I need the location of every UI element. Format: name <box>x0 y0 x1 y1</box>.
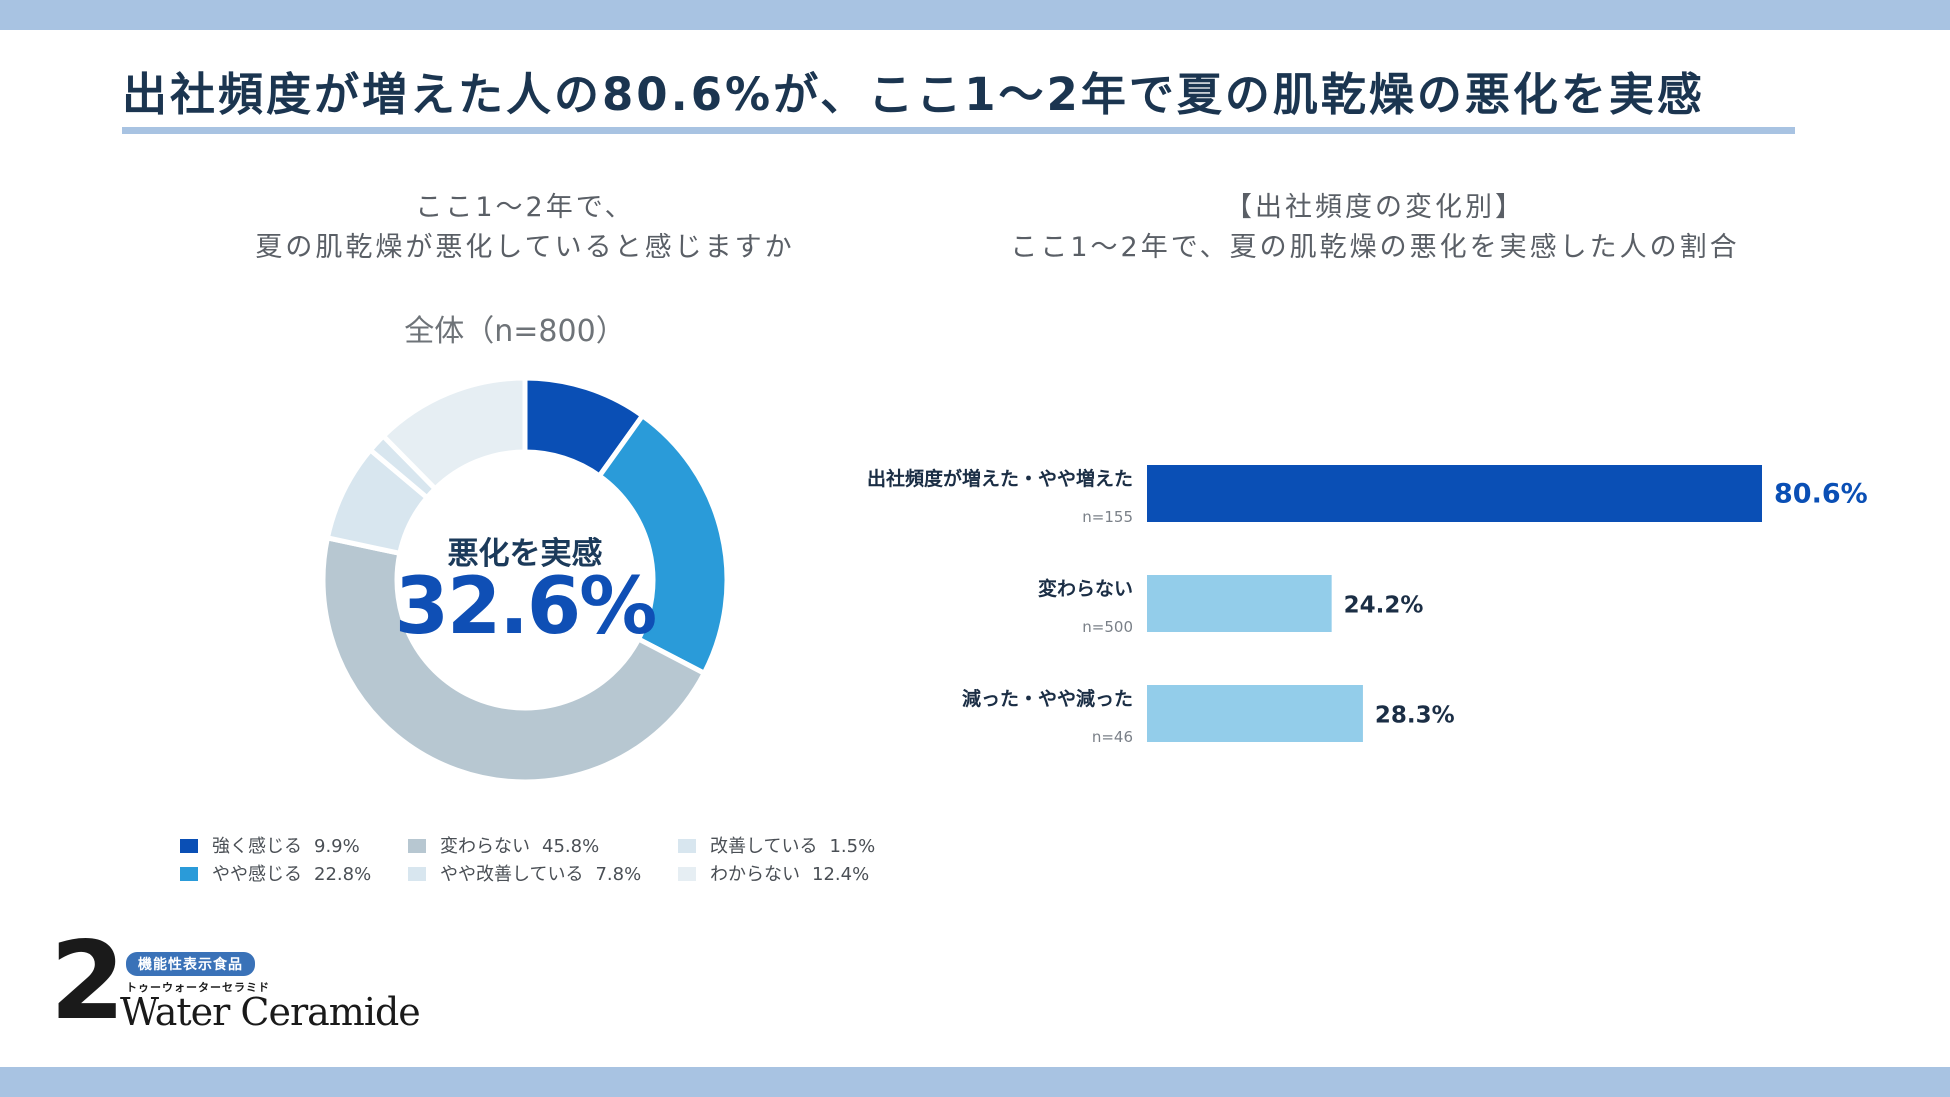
logo-name: Water Ceramide <box>120 990 421 1034</box>
bar-category-label: 減った・やや減った <box>962 687 1133 710</box>
legend-swatch <box>180 866 198 881</box>
donut-slice-3 <box>320 534 708 785</box>
logo-numeral: 2 <box>50 919 126 1044</box>
bar-subtitle-line2: ここ1〜2年で、夏の肌乾燥の悪化を実感した人の割合 <box>1010 232 1740 263</box>
legend-item: やや改善している 7.8% <box>408 860 641 886</box>
legend-item: やや感じる 22.8% <box>180 860 371 886</box>
legend-swatch <box>678 838 696 853</box>
bar-value-label: 28.3% <box>1375 703 1455 729</box>
legend-value: 22.8% <box>314 864 372 885</box>
bottom-band <box>0 1067 1950 1097</box>
legend-label: やや感じる <box>212 864 302 885</box>
bar-subtitle: 【出社頻度の変化別】 ここ1〜2年で、夏の肌乾燥の悪化を実感した人の割合 <box>940 188 1810 268</box>
bar-3 <box>1147 685 1363 742</box>
donut-subtitle-line2: 夏の肌乾燥が悪化していると感じますか <box>255 232 795 263</box>
donut-subtitle-line1: ここ1〜2年で、 <box>415 192 635 223</box>
legend-label: 強く感じる <box>212 836 302 857</box>
legend-swatch <box>678 866 696 881</box>
legend-value: 45.8% <box>542 836 600 857</box>
brand-logo: 2 機能性表示食品 トゥーウォーターセラミド Water Ceramide <box>50 928 450 1040</box>
legend-value: 1.5% <box>829 836 876 857</box>
legend-label: 改善している <box>710 836 818 857</box>
bar-value-label: 80.6% <box>1774 479 1868 510</box>
bar-2 <box>1147 575 1332 632</box>
donut-subtitle: ここ1〜2年で、 夏の肌乾燥が悪化していると感じますか <box>150 188 900 268</box>
overall-sample-label: 全体（n=800） <box>404 314 626 349</box>
legend-label: やや改善している <box>440 864 584 885</box>
legend-value: 9.9% <box>314 836 360 857</box>
legend-value: 7.8% <box>595 864 642 885</box>
legend-value: 12.4% <box>812 864 870 885</box>
bar-value-label: 24.2% <box>1344 593 1424 619</box>
legend-item: わからない 12.4% <box>678 860 869 886</box>
legend-item: 改善している 1.5% <box>678 832 875 858</box>
bar-sample-size: n=500 <box>1082 618 1133 636</box>
legend-label: わからない <box>710 864 800 885</box>
top-band <box>0 0 1950 30</box>
legend-swatch <box>408 838 426 853</box>
legend-swatch <box>408 866 426 881</box>
legend-item: 強く感じる 9.9% <box>180 832 360 858</box>
bar-subtitle-line1: 【出社頻度の変化別】 <box>1225 192 1525 223</box>
legend-item: 変わらない 45.8% <box>408 832 599 858</box>
donut-center-label: 悪化を実感 <box>447 536 603 572</box>
logo-kana: トゥーウォーターセラミド <box>126 981 270 994</box>
donut-slice-6 <box>379 375 528 493</box>
donut-chart <box>320 375 730 785</box>
donut-slice-2 <box>595 412 730 677</box>
page-title: 出社頻度が増えた人の80.6%が、ここ1〜2年で夏の肌乾燥の悪化を実感 <box>122 68 1705 121</box>
bar-category-label: 出社頻度が増えた・やや増えた <box>867 467 1133 490</box>
bar-sample-size: n=155 <box>1082 508 1133 526</box>
bar-1 <box>1147 465 1762 522</box>
bar-sample-size: n=46 <box>1092 728 1133 746</box>
legend-swatch <box>180 838 198 853</box>
donut-center-value: 32.6% <box>394 562 658 652</box>
legend-label: 変わらない <box>440 836 530 857</box>
logo-badge: 機能性表示食品 <box>126 952 255 976</box>
bar-category-label: 変わらない <box>1038 577 1133 600</box>
title-underline <box>122 127 1795 134</box>
